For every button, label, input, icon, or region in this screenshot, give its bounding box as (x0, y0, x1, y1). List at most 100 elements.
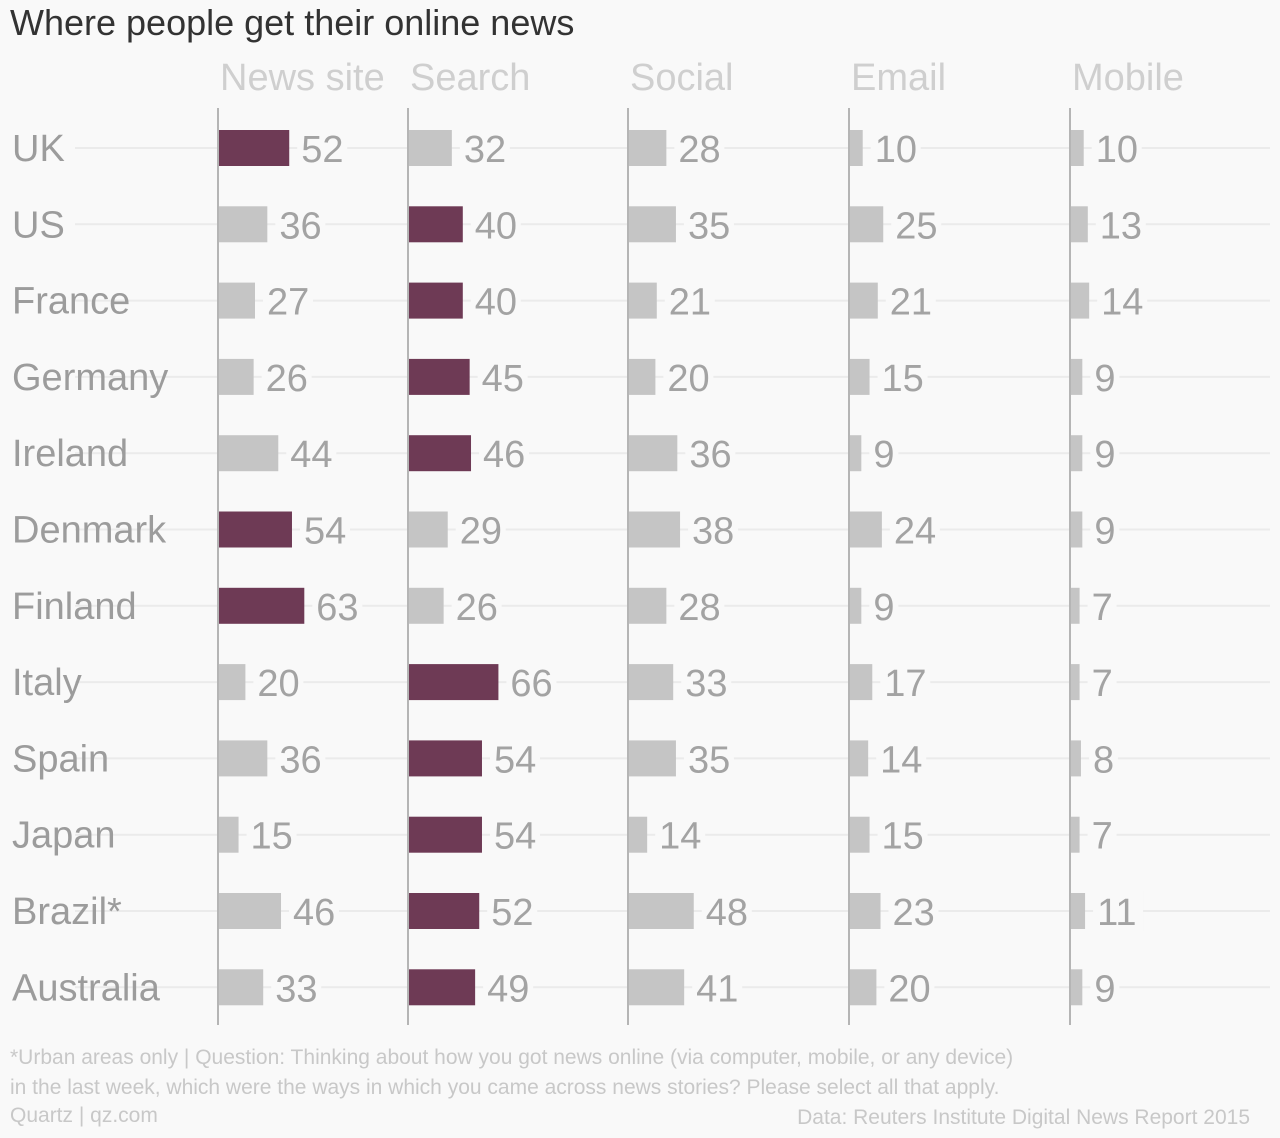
category-label-finland: Finland (12, 586, 137, 628)
bar-search-ireland (408, 435, 472, 472)
bar-search-france (408, 282, 463, 319)
bar-email-australia (849, 969, 877, 1006)
bar-news-site-japan (218, 816, 239, 853)
category-label-spain: Spain (12, 738, 109, 780)
value-label-backdrop (246, 814, 297, 855)
bar-search-uk (408, 130, 452, 166)
value-label-email-brazil: 23 (893, 892, 935, 934)
bar-mobile-france (1070, 282, 1090, 319)
category-label-japan: Japan (12, 815, 116, 857)
bar-mobile-uk (1070, 130, 1084, 166)
bar-news-site-ireland (218, 435, 279, 472)
bar-mobile-us (1070, 206, 1088, 243)
value-label-backdrop (297, 128, 348, 168)
value-label-backdrop (1090, 509, 1120, 550)
value-label-backdrop (664, 280, 715, 321)
bar-search-us (408, 206, 463, 243)
value-label-search-denmark: 29 (460, 511, 502, 553)
value-label-backdrop (880, 662, 931, 703)
value-label-social-japan: 14 (659, 816, 701, 858)
bar-social-uk (628, 130, 667, 166)
footnote-line-2: in the last week, which were the ways in… (10, 1076, 1000, 1099)
value-label-news-site-japan: 15 (251, 816, 293, 858)
bar-email-germany (849, 358, 870, 395)
value-label-social-italy: 33 (685, 663, 727, 705)
value-label-backdrop (477, 356, 528, 397)
value-label-social-uk: 28 (678, 129, 720, 171)
value-label-backdrop (1097, 280, 1148, 321)
bar-email-uk (849, 130, 863, 166)
value-label-backdrop (870, 128, 921, 168)
value-label-social-germany: 20 (667, 358, 709, 400)
bar-mobile-italy (1070, 664, 1080, 701)
value-label-email-italy: 17 (884, 663, 926, 705)
bar-email-japan (849, 816, 870, 853)
bar-social-finland (628, 587, 667, 624)
value-label-backdrop (271, 967, 322, 1008)
value-label-backdrop (275, 738, 326, 779)
value-label-email-australia: 20 (888, 968, 930, 1010)
value-label-backdrop (674, 128, 725, 168)
bar-email-france (849, 282, 878, 319)
value-label-news-site-finland: 63 (316, 587, 358, 629)
value-label-search-uk: 32 (464, 129, 506, 171)
value-label-backdrop (253, 662, 304, 703)
bar-email-denmark (849, 511, 882, 548)
branding: Quartz | qz.com (10, 1104, 158, 1127)
value-label-mobile-uk: 10 (1096, 129, 1138, 171)
value-label-backdrop (1088, 738, 1118, 779)
value-label-backdrop (1090, 433, 1120, 474)
value-label-news-site-australia: 33 (275, 968, 317, 1010)
value-label-backdrop (275, 204, 326, 245)
value-label-mobile-germany: 9 (1094, 358, 1115, 400)
bar-social-japan (628, 816, 648, 853)
value-label-search-brazil: 52 (491, 892, 533, 934)
value-label-social-finland: 28 (678, 587, 720, 629)
value-label-backdrop (891, 204, 942, 245)
value-label-social-us: 35 (688, 205, 730, 247)
column-header-email: Email (851, 57, 946, 99)
value-label-email-ireland: 9 (873, 434, 894, 476)
bar-email-us (849, 206, 884, 243)
value-label-backdrop (681, 662, 732, 703)
value-label-backdrop (674, 585, 725, 626)
bar-mobile-ireland (1070, 435, 1083, 472)
bar-search-spain (408, 740, 482, 777)
value-label-backdrop (877, 814, 928, 855)
bar-news-site-spain (218, 740, 268, 777)
bar-mobile-finland (1070, 587, 1080, 624)
bar-news-site-italy (218, 664, 246, 701)
bar-search-finland (408, 587, 444, 624)
bar-news-site-denmark (218, 511, 292, 548)
value-label-social-france: 21 (669, 282, 711, 324)
value-label-backdrop (1090, 356, 1120, 397)
value-label-backdrop (1093, 891, 1144, 931)
value-label-search-italy: 66 (510, 663, 552, 705)
value-label-backdrop (888, 891, 939, 931)
category-label-ireland: Ireland (12, 433, 128, 475)
value-label-mobile-spain: 8 (1093, 739, 1114, 781)
source-credit: Data: Reuters Institute Digital News Rep… (797, 1106, 1250, 1129)
value-label-search-germany: 45 (482, 358, 524, 400)
value-label-search-australia: 49 (487, 968, 529, 1010)
value-label-social-australia: 41 (696, 968, 738, 1010)
category-label-uk: UK (12, 128, 65, 170)
bar-mobile-spain (1070, 740, 1081, 777)
value-label-backdrop (262, 280, 313, 321)
bar-social-spain (628, 740, 676, 777)
category-label-brazil: Brazil* (12, 891, 122, 933)
value-label-backdrop (685, 433, 736, 474)
value-label-social-ireland: 36 (689, 434, 731, 476)
value-label-backdrop (1087, 814, 1117, 855)
value-label-email-uk: 10 (875, 129, 917, 171)
value-label-backdrop (451, 585, 502, 626)
value-label-mobile-us: 13 (1100, 205, 1142, 247)
bar-mobile-germany (1070, 358, 1083, 395)
bar-mobile-brazil (1070, 893, 1086, 929)
value-label-backdrop (885, 280, 936, 321)
value-label-backdrop (876, 738, 927, 779)
bar-search-japan (408, 816, 482, 853)
value-label-backdrop (289, 891, 340, 931)
value-label-mobile-finland: 7 (1092, 587, 1113, 629)
value-label-search-france: 40 (475, 282, 517, 324)
